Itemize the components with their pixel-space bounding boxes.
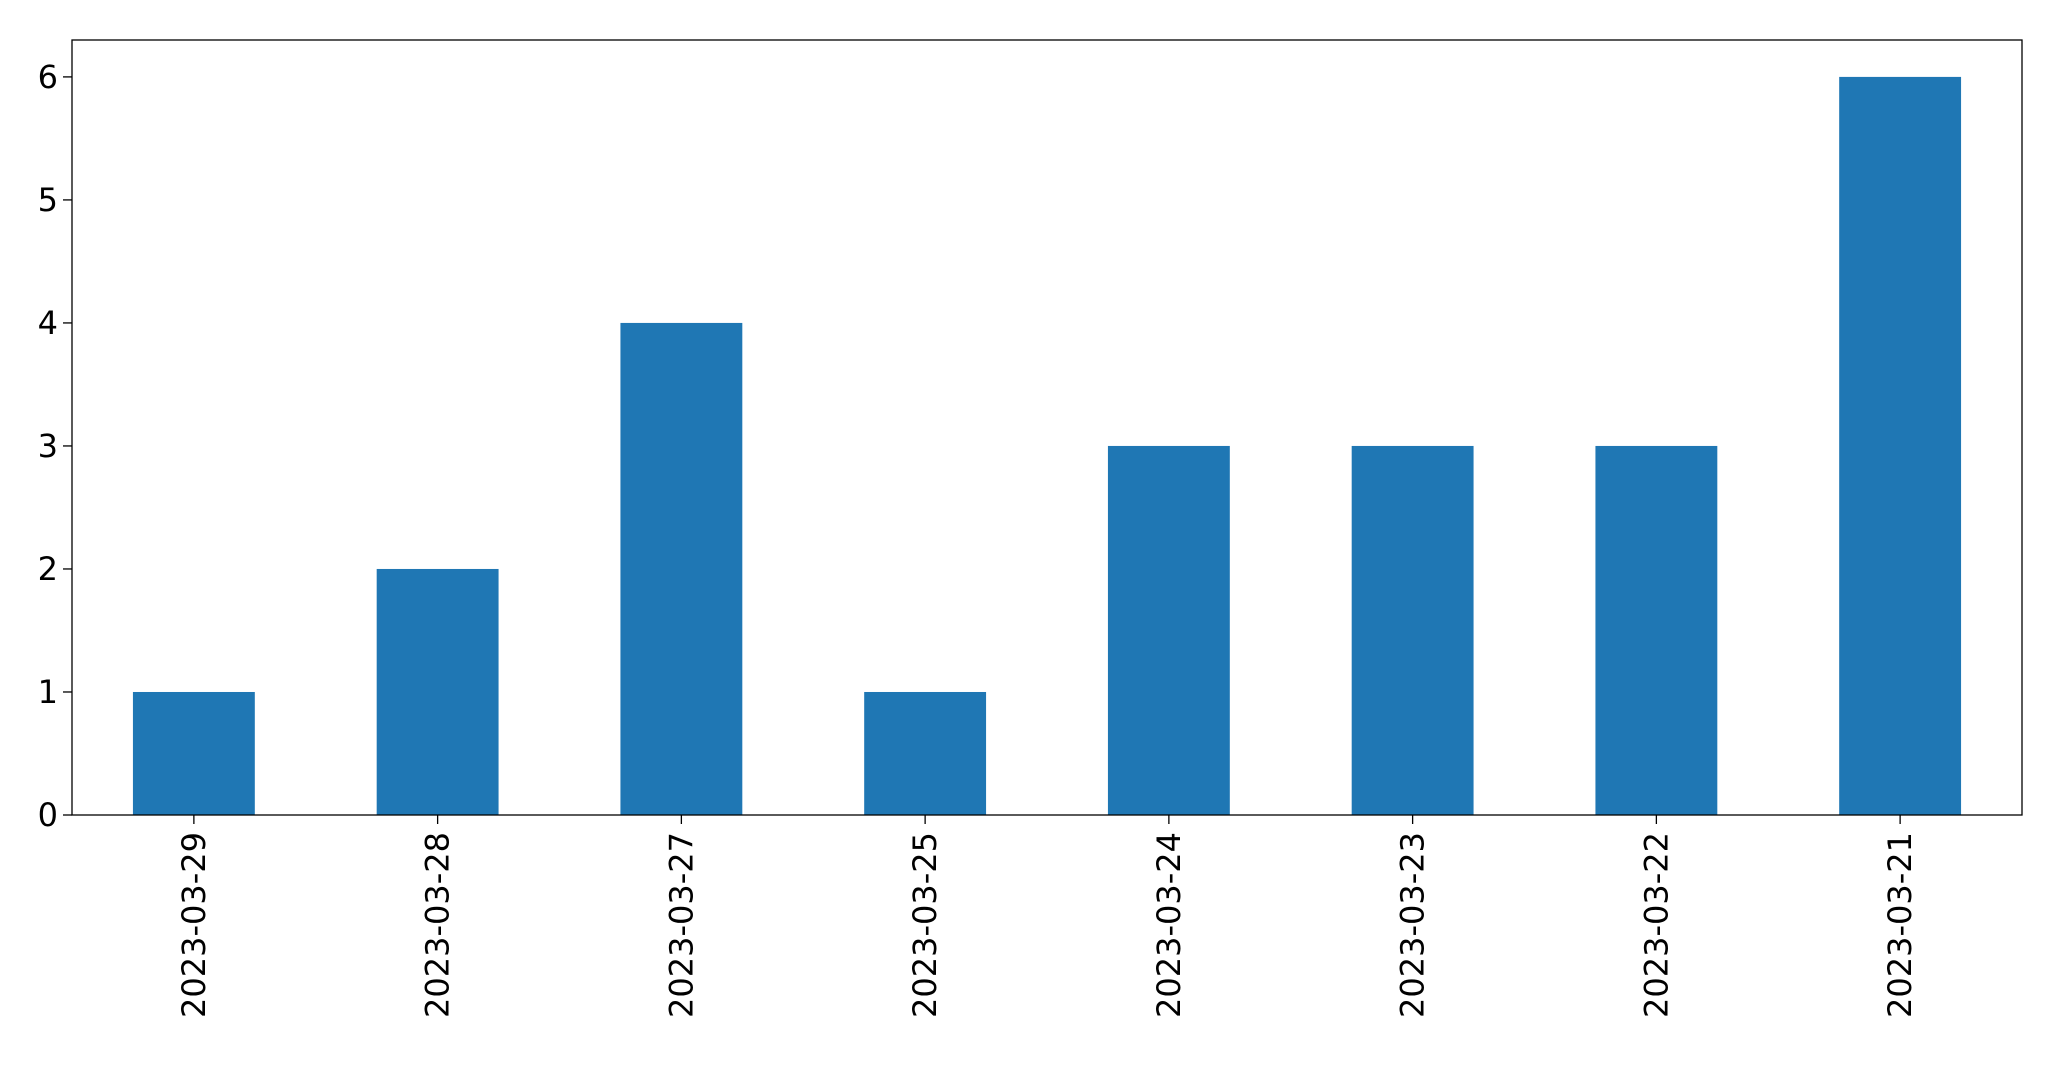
bar-2023-03-29 (132, 691, 255, 815)
x-tick-label-2023-03-21: 2023-03-21 (1881, 832, 1919, 1018)
y-tick-label-6: 6 (38, 58, 58, 96)
x-tick-label-2023-03-24: 2023-03-24 (1150, 832, 1188, 1018)
y-tick-label-5: 5 (38, 181, 58, 219)
bar-2023-03-22 (1595, 445, 1718, 815)
bar-2023-03-27 (620, 322, 743, 815)
bar-2023-03-23 (1351, 445, 1474, 815)
y-tick-label-4: 4 (38, 304, 58, 342)
bar-2023-03-21 (1839, 76, 1962, 815)
y-tick-label-3: 3 (38, 427, 58, 465)
x-tick-label-2023-03-22: 2023-03-22 (1637, 832, 1675, 1018)
y-tick-label-1: 1 (38, 673, 58, 711)
x-tick-label-2023-03-25: 2023-03-25 (906, 832, 944, 1018)
x-tick-label-2023-03-23: 2023-03-23 (1394, 832, 1432, 1018)
plot-area-frame (71, 39, 2023, 816)
bar-2023-03-28 (376, 568, 499, 815)
bar-2023-03-25 (864, 691, 987, 815)
y-tick-label-0: 0 (38, 796, 58, 834)
x-tick-label-2023-03-27: 2023-03-27 (662, 832, 700, 1018)
bar-2023-03-24 (1107, 445, 1230, 815)
bars-layer (132, 76, 1962, 815)
x-axis: 2023-03-29 2023-03-28 2023-03-27 2023-03-25… (175, 815, 1919, 1018)
x-tick-label-2023-03-28: 2023-03-28 (419, 832, 457, 1018)
x-tick-label-2023-03-29: 2023-03-29 (175, 832, 213, 1018)
y-axis: 0 1 2 3 4 5 6 (38, 58, 72, 834)
y-tick-label-2: 2 (38, 550, 58, 588)
